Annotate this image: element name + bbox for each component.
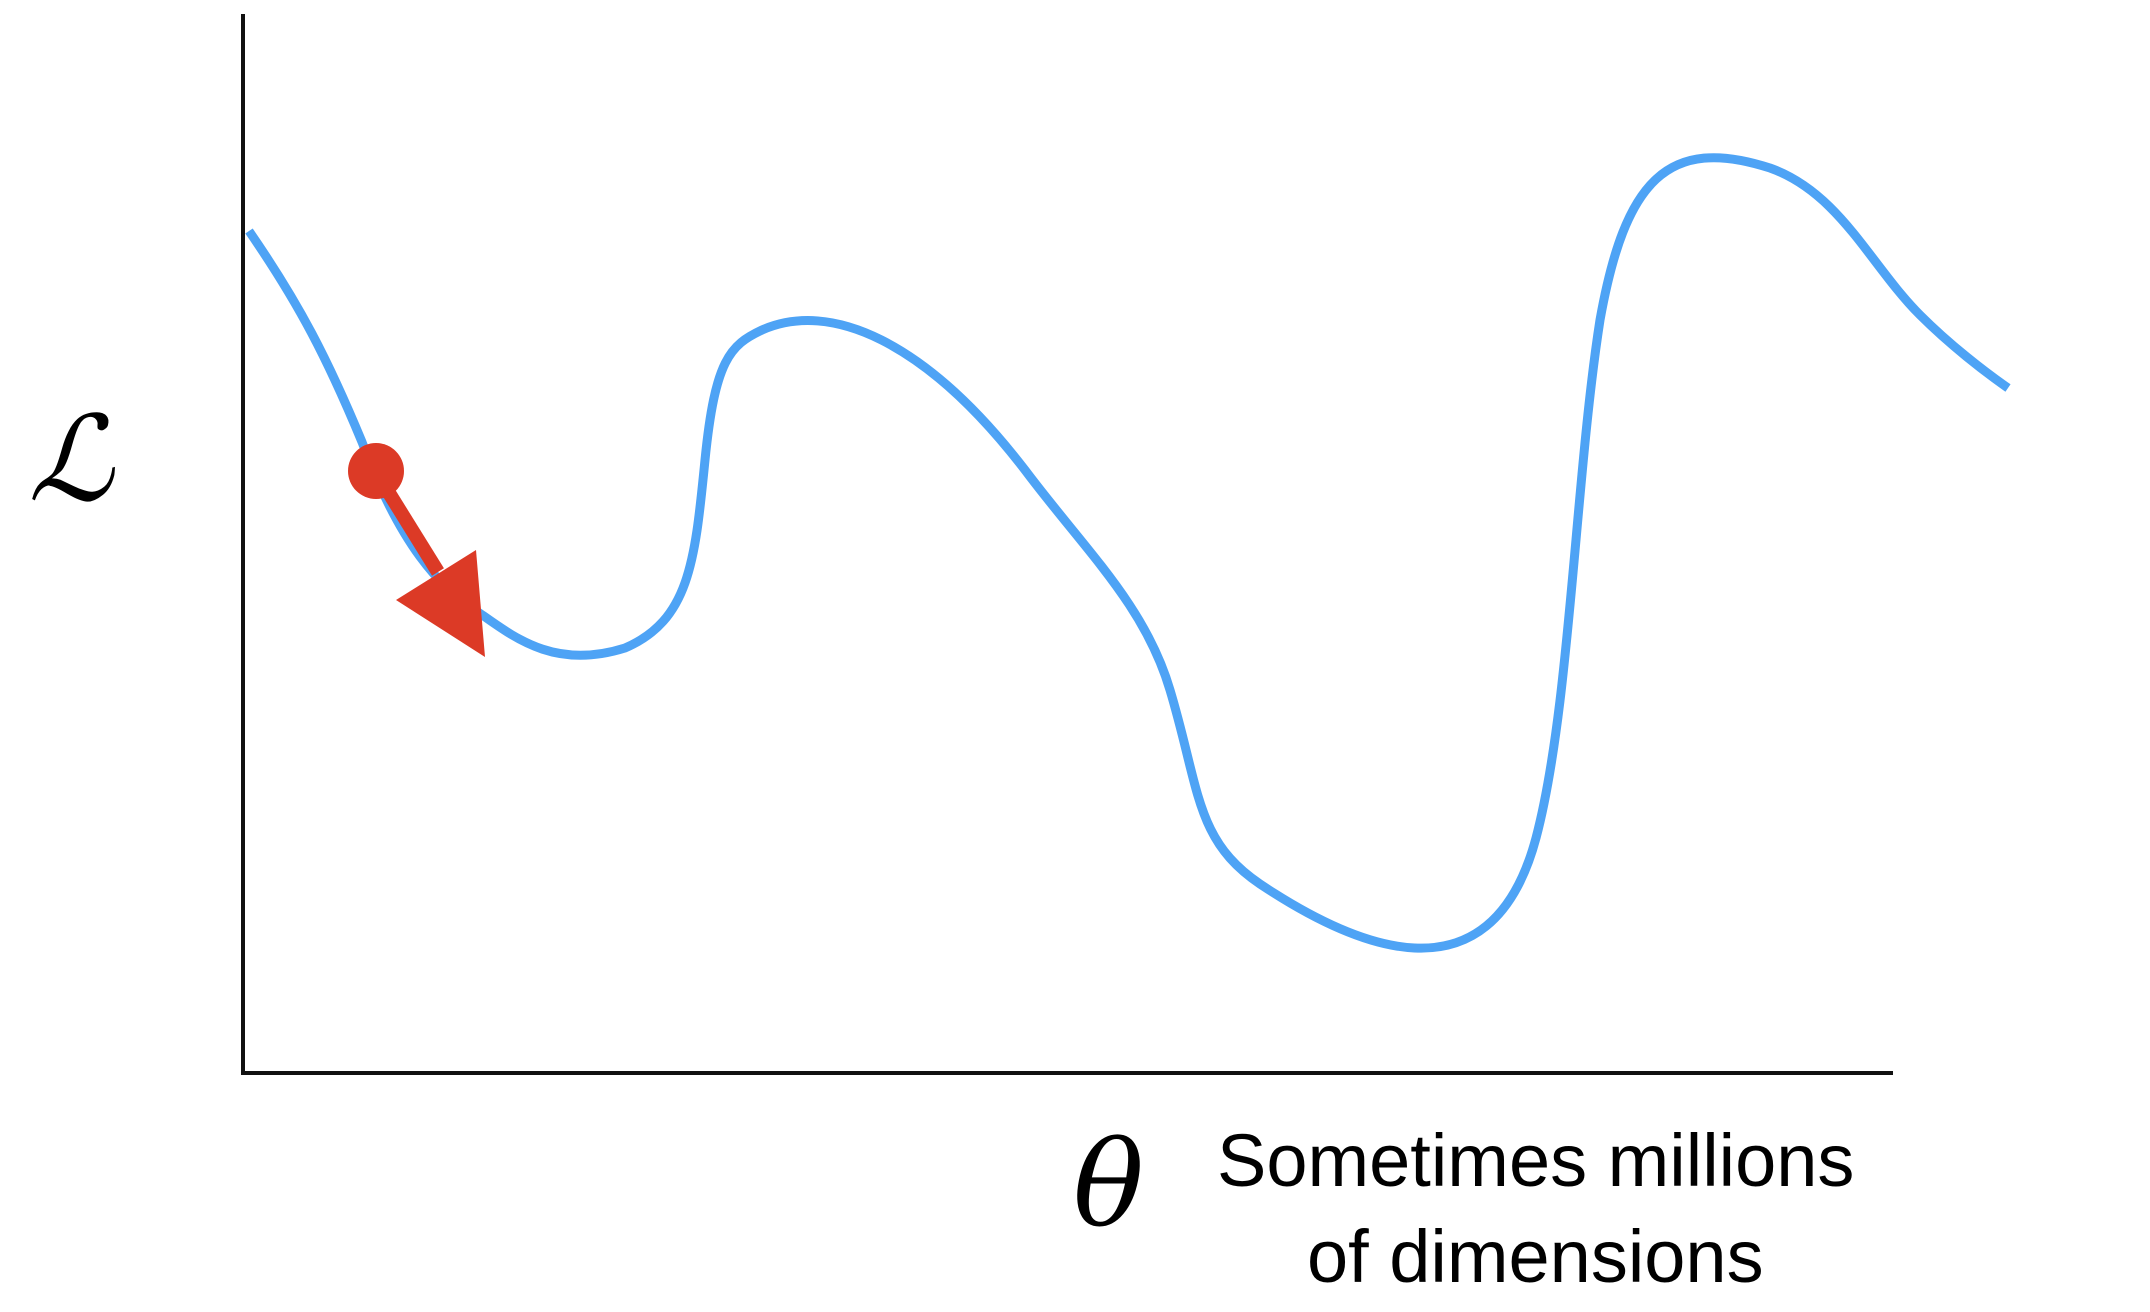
gradient-step-marker xyxy=(348,443,485,657)
x-axis-caption-line2: of dimensions xyxy=(1307,1215,1764,1298)
y-axis-symbol: ℒ xyxy=(28,390,115,528)
current-point-dot xyxy=(348,443,404,499)
x-axis-caption-line1: Sometimes millions xyxy=(1217,1119,1854,1202)
loss-curve xyxy=(245,153,2011,953)
arrow-head xyxy=(396,550,485,657)
x-axis-symbol: θ xyxy=(1073,1115,1144,1253)
